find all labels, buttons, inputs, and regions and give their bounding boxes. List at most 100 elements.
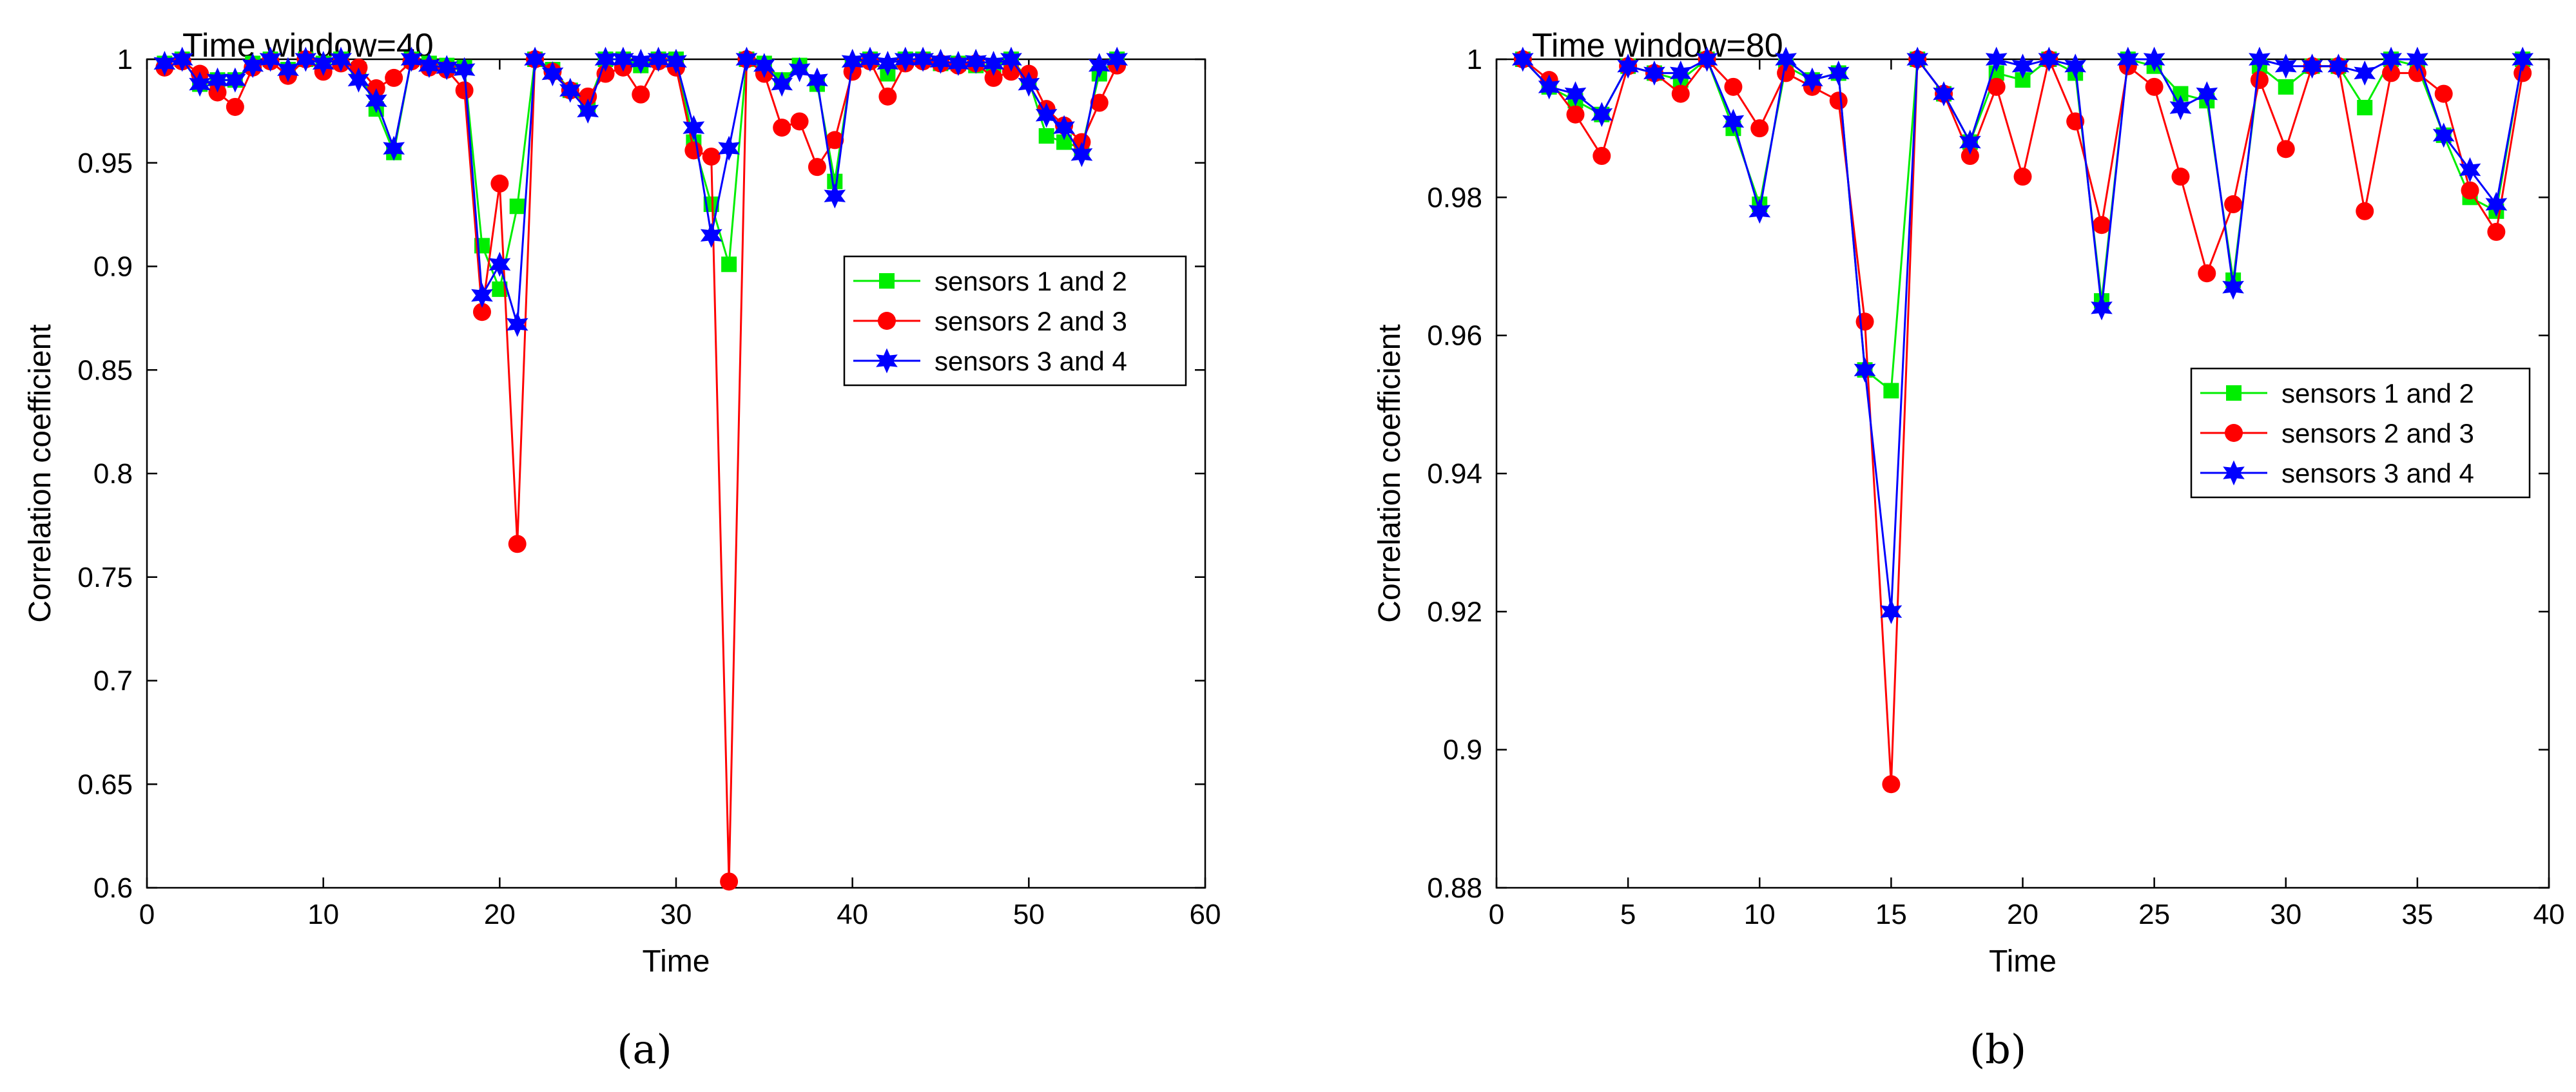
data-point [2354,60,2376,86]
data-point [2459,157,2481,182]
x-axis-label: Time [1989,944,2057,979]
data-point [2198,264,2216,283]
chart-title: Time window=80 [1532,27,1783,64]
data-point [912,46,935,72]
data-point [1566,105,1585,124]
data-point [2145,77,2164,96]
data-point [1671,84,1690,103]
data-point [1959,129,1981,155]
x-tick-label: 5 [1620,899,1636,930]
data-point [2222,274,2244,300]
data-point [753,53,775,79]
x-tick-label: 10 [1744,899,1776,930]
legend-item-sensors-3-and-4: sensors 3 and 4 [853,346,1127,376]
data-point [1750,119,1769,138]
data-point [1593,147,1611,166]
legend-item-sensors-2-and-3: sensors 2 and 3 [853,306,1127,336]
series-sensors-3-and-4 [153,46,1128,337]
y-tick-label: 0.65 [77,769,133,800]
data-point [1880,599,1903,624]
series-sensors-2-and-3 [155,50,1127,891]
data-point [612,46,634,72]
legend-marker [876,348,898,374]
y-tick-label: 0.8 [93,458,133,490]
data-point [490,174,509,193]
legend-label: sensors 3 and 4 [2281,458,2474,488]
x-tick-label: 10 [307,899,339,930]
data-point [2461,181,2479,200]
legend-marker [2223,460,2245,486]
data-point [1018,72,1040,97]
data-point [330,46,352,72]
data-point [1827,60,1850,86]
legend-item-sensors-1-and-2: sensors 1 and 2 [2200,378,2474,408]
y-tick-label: 0.85 [77,354,133,386]
series-line [164,57,1118,882]
data-point [1961,147,1979,166]
data-point [1591,102,1613,128]
data-point [226,97,244,116]
data-point [506,312,528,337]
data-point [1038,128,1054,144]
data-point [2382,64,2401,82]
data-point [224,67,246,93]
data-point [365,88,387,113]
data-point [596,64,615,83]
data-point [1070,142,1093,168]
data-point [312,50,334,76]
data-point [2408,64,2426,82]
data-point [2357,100,2373,116]
data-point [418,53,440,79]
data-point [1748,198,1771,224]
y-tick-label: 0.94 [1427,458,1482,490]
data-point [700,222,722,248]
legend-marker [879,273,895,289]
data-point [2250,71,2269,90]
y-tick-label: 0.7 [93,666,133,697]
data-point [2356,202,2374,220]
data-point [383,135,405,161]
legend-item-sensors-3-and-4: sensors 3 and 4 [2200,458,2474,488]
data-point [2015,72,2031,88]
data-point [2432,122,2455,148]
chart-panel-b: 0 5 10 15 20 25 30 35 40 0.88 0.9 0.92 0.94 0.96 0.98 1… [1373,27,2564,1073]
series-line [1522,56,2524,393]
data-point [509,198,525,215]
y-tick-label: 0.96 [1427,320,1482,352]
data-point [876,50,899,76]
data-point [508,535,527,553]
data-point [720,872,739,891]
x-tick-label: 30 [2270,899,2301,930]
data-point [1617,53,1639,79]
data-point [2143,46,2165,72]
x-tick-label: 60 [1190,899,1221,930]
legend-item-sensors-2-and-3: sensors 2 and 3 [2200,418,2474,448]
axes-frame [146,58,1206,889]
data-point [579,87,597,106]
x-tick-label: 25 [2138,899,2170,930]
data-point [541,61,564,86]
y-tick-label: 1 [117,44,133,75]
subfigure-caption: (b) [1970,1026,2026,1073]
data-point [735,46,758,72]
data-point [808,158,826,177]
x-tick-label: 40 [837,899,868,930]
data-point [965,48,987,74]
data-point [153,50,176,76]
data-point [721,256,737,273]
data-point [1053,115,1075,140]
data-point [1511,46,1534,72]
data-point [1854,357,1876,383]
data-point [453,57,476,82]
data-point [878,87,897,106]
data-point [2091,295,2113,321]
data-point [1643,60,1665,86]
legend-label: sensors 3 and 4 [935,346,1127,376]
data-point [171,46,193,72]
data-point [2064,53,2087,79]
data-point [647,46,670,72]
data-point [2380,46,2402,72]
data-point [347,67,370,93]
data-point [683,115,705,140]
